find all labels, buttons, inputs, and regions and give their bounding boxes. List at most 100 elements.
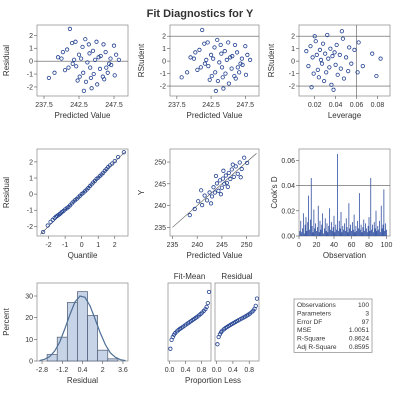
fit-stat-label: R-Square — [297, 336, 326, 343]
rstudent-vs-predicted-point — [234, 50, 240, 55]
residual-qq-point — [110, 161, 115, 166]
rstudent-vs-predicted-point — [188, 55, 193, 60]
residual-qq-y-tick-label: -2 — [27, 224, 33, 231]
residual-vs-predicted-point — [60, 50, 66, 55]
y-vs-predicted-x-tick-label: 250 — [241, 242, 253, 249]
y-vs-predicted-point — [221, 168, 226, 173]
histogram-y-axis-label: Percent — [2, 307, 11, 335]
rstudent-vs-leverage-point — [315, 67, 320, 72]
y-vs-predicted-point — [219, 185, 225, 190]
histogram-x-tick-label: -2.8 — [36, 367, 48, 374]
rstudent-vs-predicted-point — [185, 70, 190, 75]
rstudent-vs-leverage-point — [329, 82, 334, 87]
rstudent-vs-predicted-point — [232, 73, 237, 79]
rstudent-vs-predicted-point — [206, 64, 211, 69]
fit-stat-value: 3 — [365, 310, 369, 317]
residual-vs-predicted-y-tick-label: -2 — [27, 84, 33, 91]
cooks-d-x-tick-label: 80 — [365, 242, 373, 249]
rstudent-vs-leverage-point — [304, 49, 309, 54]
rstudent-vs-leverage-frame — [298, 24, 391, 97]
residual-qq-y-axis-label: Residual — [2, 177, 11, 208]
residual-vs-predicted-point — [87, 51, 92, 56]
rstudent-vs-leverage-point — [324, 70, 329, 75]
histogram-bar — [107, 358, 119, 362]
rstudent-vs-leverage-x-tick-label: 0.06 — [350, 102, 364, 109]
rstudent-vs-leverage-point — [328, 46, 333, 51]
fit-stat-value: 0.8624 — [349, 336, 370, 343]
residual-vs-predicted-point — [69, 40, 75, 46]
histogram-bar — [87, 315, 99, 362]
rstudent-vs-leverage-point — [339, 29, 344, 34]
rstudent-vs-leverage-y-tick-label: -1 — [289, 71, 295, 78]
residual-qq-x-tick-label: 0 — [80, 242, 84, 249]
y-vs-predicted-point — [207, 190, 212, 195]
histogram-bar — [56, 336, 68, 362]
rstudent-vs-leverage-point — [333, 62, 338, 67]
rstudent-vs-predicted-point — [219, 51, 224, 56]
residual-vs-predicted-x-axis-label: Predicted Value — [55, 111, 111, 120]
residual-vs-predicted-point — [104, 65, 109, 70]
residual-vs-predicted-point — [95, 82, 100, 87]
residual-vs-predicted-point — [116, 57, 122, 62]
y-vs-predicted-y-tick-label: 235 — [154, 225, 166, 232]
y-vs-predicted-point — [187, 213, 192, 218]
rstudent-vs-leverage-point — [322, 78, 327, 84]
fit-mean-x-tick-label: 0.8 — [197, 367, 207, 374]
residual-vs-predicted-y-tick-label: 1 — [29, 46, 33, 53]
residual-spread-point — [254, 296, 260, 301]
rstudent-vs-predicted-point — [215, 78, 221, 84]
y-vs-predicted-point — [214, 181, 220, 186]
residual-spread-point — [253, 303, 258, 308]
residual-vs-predicted-point — [59, 56, 64, 61]
y-vs-predicted-x-tick-label: 235 — [167, 242, 179, 249]
residual-vs-predicted-point — [74, 64, 79, 69]
y-vs-predicted-point — [216, 188, 221, 193]
fit-mean-panel-header: Fit-Mean — [174, 272, 206, 281]
rstudent-vs-predicted-x-axis-label: Predicted Value — [187, 111, 243, 120]
residual-spread-x-tick-label: 0.0 — [212, 367, 222, 374]
residual-vs-predicted-frame — [36, 24, 129, 97]
y-vs-predicted-point — [211, 185, 216, 190]
rstudent-vs-predicted-point — [218, 42, 223, 48]
y-vs-predicted-point — [208, 201, 214, 206]
rstudent-vs-predicted-point — [202, 61, 208, 66]
rstudent-vs-leverage-point — [317, 47, 323, 53]
residual-vs-predicted-point — [77, 74, 82, 79]
residual-qq-point — [45, 223, 50, 228]
rstudent-vs-leverage-point — [325, 32, 330, 38]
rstudent-vs-predicted-point — [204, 57, 209, 62]
rstudent-vs-leverage-point — [332, 50, 337, 55]
histogram-bar — [66, 302, 78, 362]
rstudent-vs-leverage-point — [352, 47, 357, 53]
rstudent-vs-predicted-y-axis-label: RStudent — [137, 43, 146, 77]
histogram-x-tick-label: -1.2 — [56, 367, 68, 374]
residual-vs-predicted-point — [83, 37, 88, 42]
rstudent-vs-predicted-point — [229, 66, 234, 71]
fit-stat-label: Error DF — [297, 319, 322, 326]
residual-vs-predicted-point — [108, 56, 113, 61]
rstudent-vs-leverage-point — [335, 72, 340, 77]
rstudent-vs-predicted-point — [208, 52, 214, 57]
residual-qq-point — [41, 229, 46, 235]
rstudent-vs-predicted-point — [217, 60, 222, 65]
residual-vs-predicted-point — [67, 26, 73, 31]
rstudent-vs-predicted-point — [240, 62, 245, 67]
y-vs-predicted-point — [226, 170, 231, 176]
residual-qq-x-tick-label: -1 — [62, 242, 68, 249]
y-vs-predicted-x-tick-label: 245 — [216, 242, 228, 249]
rstudent-vs-leverage-point — [338, 66, 343, 71]
histogram-bar — [97, 349, 109, 362]
residual-vs-predicted-point — [101, 42, 106, 47]
rstudent-vs-leverage-y-tick-label: 2 — [291, 34, 295, 41]
residual-vs-predicted-point — [112, 73, 117, 78]
rstudent-vs-predicted-y-tick-label: 1 — [162, 46, 166, 53]
cooks-d-x-tick-label: 20 — [313, 242, 321, 249]
residual-vs-predicted-point — [105, 70, 110, 75]
rstudent-vs-leverage-point — [312, 34, 317, 39]
rstudent-vs-predicted-point — [220, 75, 225, 80]
rstudent-vs-predicted-point — [207, 77, 212, 82]
y-vs-predicted-point — [225, 184, 230, 189]
rstudent-vs-predicted-y-tick-label: -2 — [160, 84, 166, 91]
residual-vs-predicted-x-tick-label: 247.5 — [105, 102, 123, 109]
fit-mean-point — [204, 304, 209, 310]
